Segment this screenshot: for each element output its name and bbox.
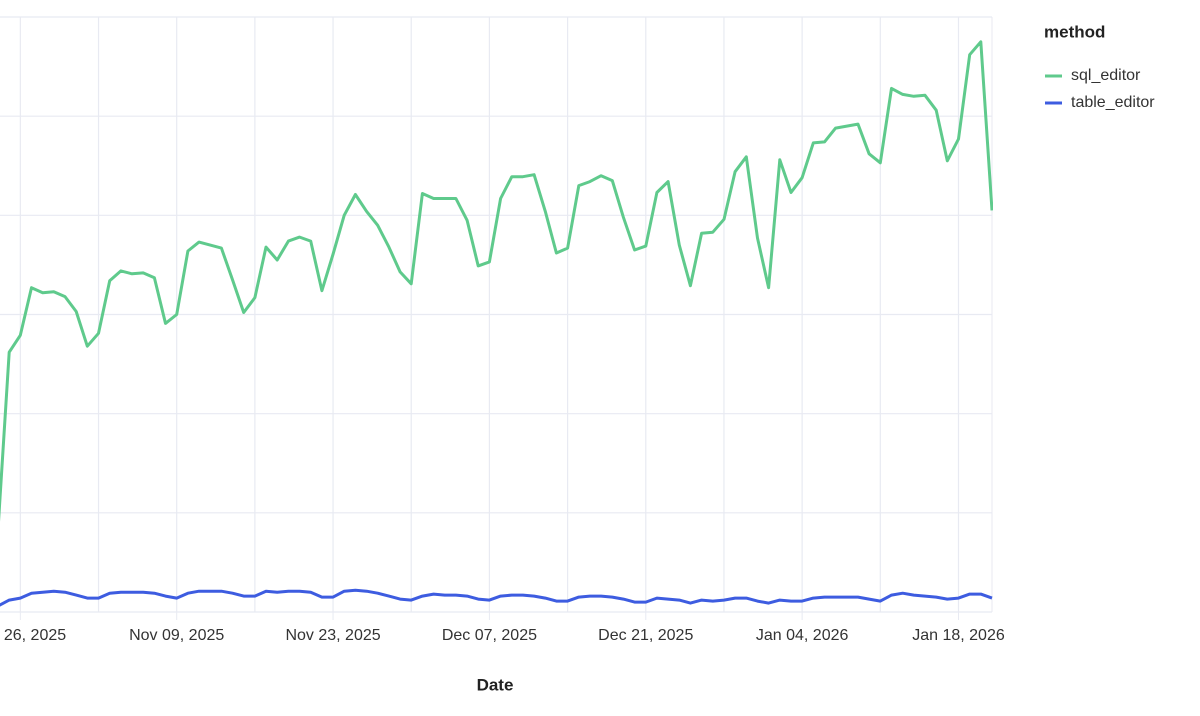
x-tick-label: Jan 04, 2026 [756, 627, 849, 644]
x-tick-label: Nov 09, 2025 [129, 627, 224, 644]
legend-label: sql_editor [1071, 67, 1141, 84]
x-axis-title: Date [477, 675, 514, 694]
legend-title: method [1044, 22, 1105, 41]
x-tick-label: Oct 26, 2025 [0, 627, 66, 644]
line-series [0, 40, 993, 522]
x-tick-label: Jan 18, 2026 [912, 627, 1005, 644]
plot [0, 40, 993, 607]
x-tick-label: Dec 07, 2025 [442, 627, 537, 644]
grid [0, 16, 993, 620]
x-tick-label: Nov 23, 2025 [285, 627, 380, 644]
legend-label: table_editor [1071, 94, 1155, 111]
x-tick-label: Dec 21, 2025 [598, 627, 693, 644]
line-series [0, 588, 993, 607]
